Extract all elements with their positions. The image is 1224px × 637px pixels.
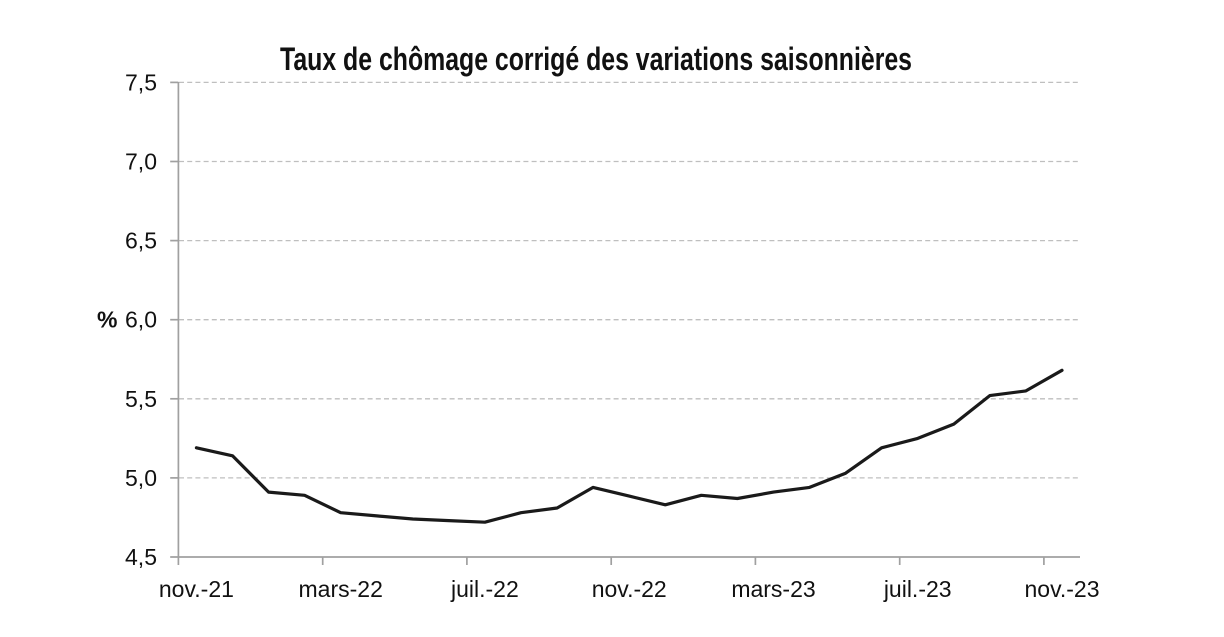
svg-text:7,0: 7,0 bbox=[125, 149, 157, 175]
svg-text:juil.-23: juil.-23 bbox=[883, 576, 952, 602]
svg-text:5,0: 5,0 bbox=[125, 465, 157, 491]
svg-text:nov.-23: nov.-23 bbox=[1024, 576, 1099, 602]
svg-text:mars-22: mars-22 bbox=[299, 576, 383, 602]
svg-text:6,5: 6,5 bbox=[125, 228, 157, 254]
svg-text:juil.-22: juil.-22 bbox=[450, 576, 519, 602]
svg-text:nov.-21: nov.-21 bbox=[159, 576, 234, 602]
svg-text:4,5: 4,5 bbox=[125, 544, 157, 570]
svg-text:7,5: 7,5 bbox=[125, 69, 157, 95]
svg-text:5,5: 5,5 bbox=[125, 386, 157, 412]
svg-text:%: % bbox=[97, 307, 117, 333]
svg-text:6,0: 6,0 bbox=[125, 307, 157, 333]
svg-text:mars-23: mars-23 bbox=[731, 576, 815, 602]
svg-text:nov.-22: nov.-22 bbox=[592, 576, 667, 602]
svg-text:Taux de chômage corrigé des va: Taux de chômage corrigé des variations s… bbox=[280, 41, 912, 77]
